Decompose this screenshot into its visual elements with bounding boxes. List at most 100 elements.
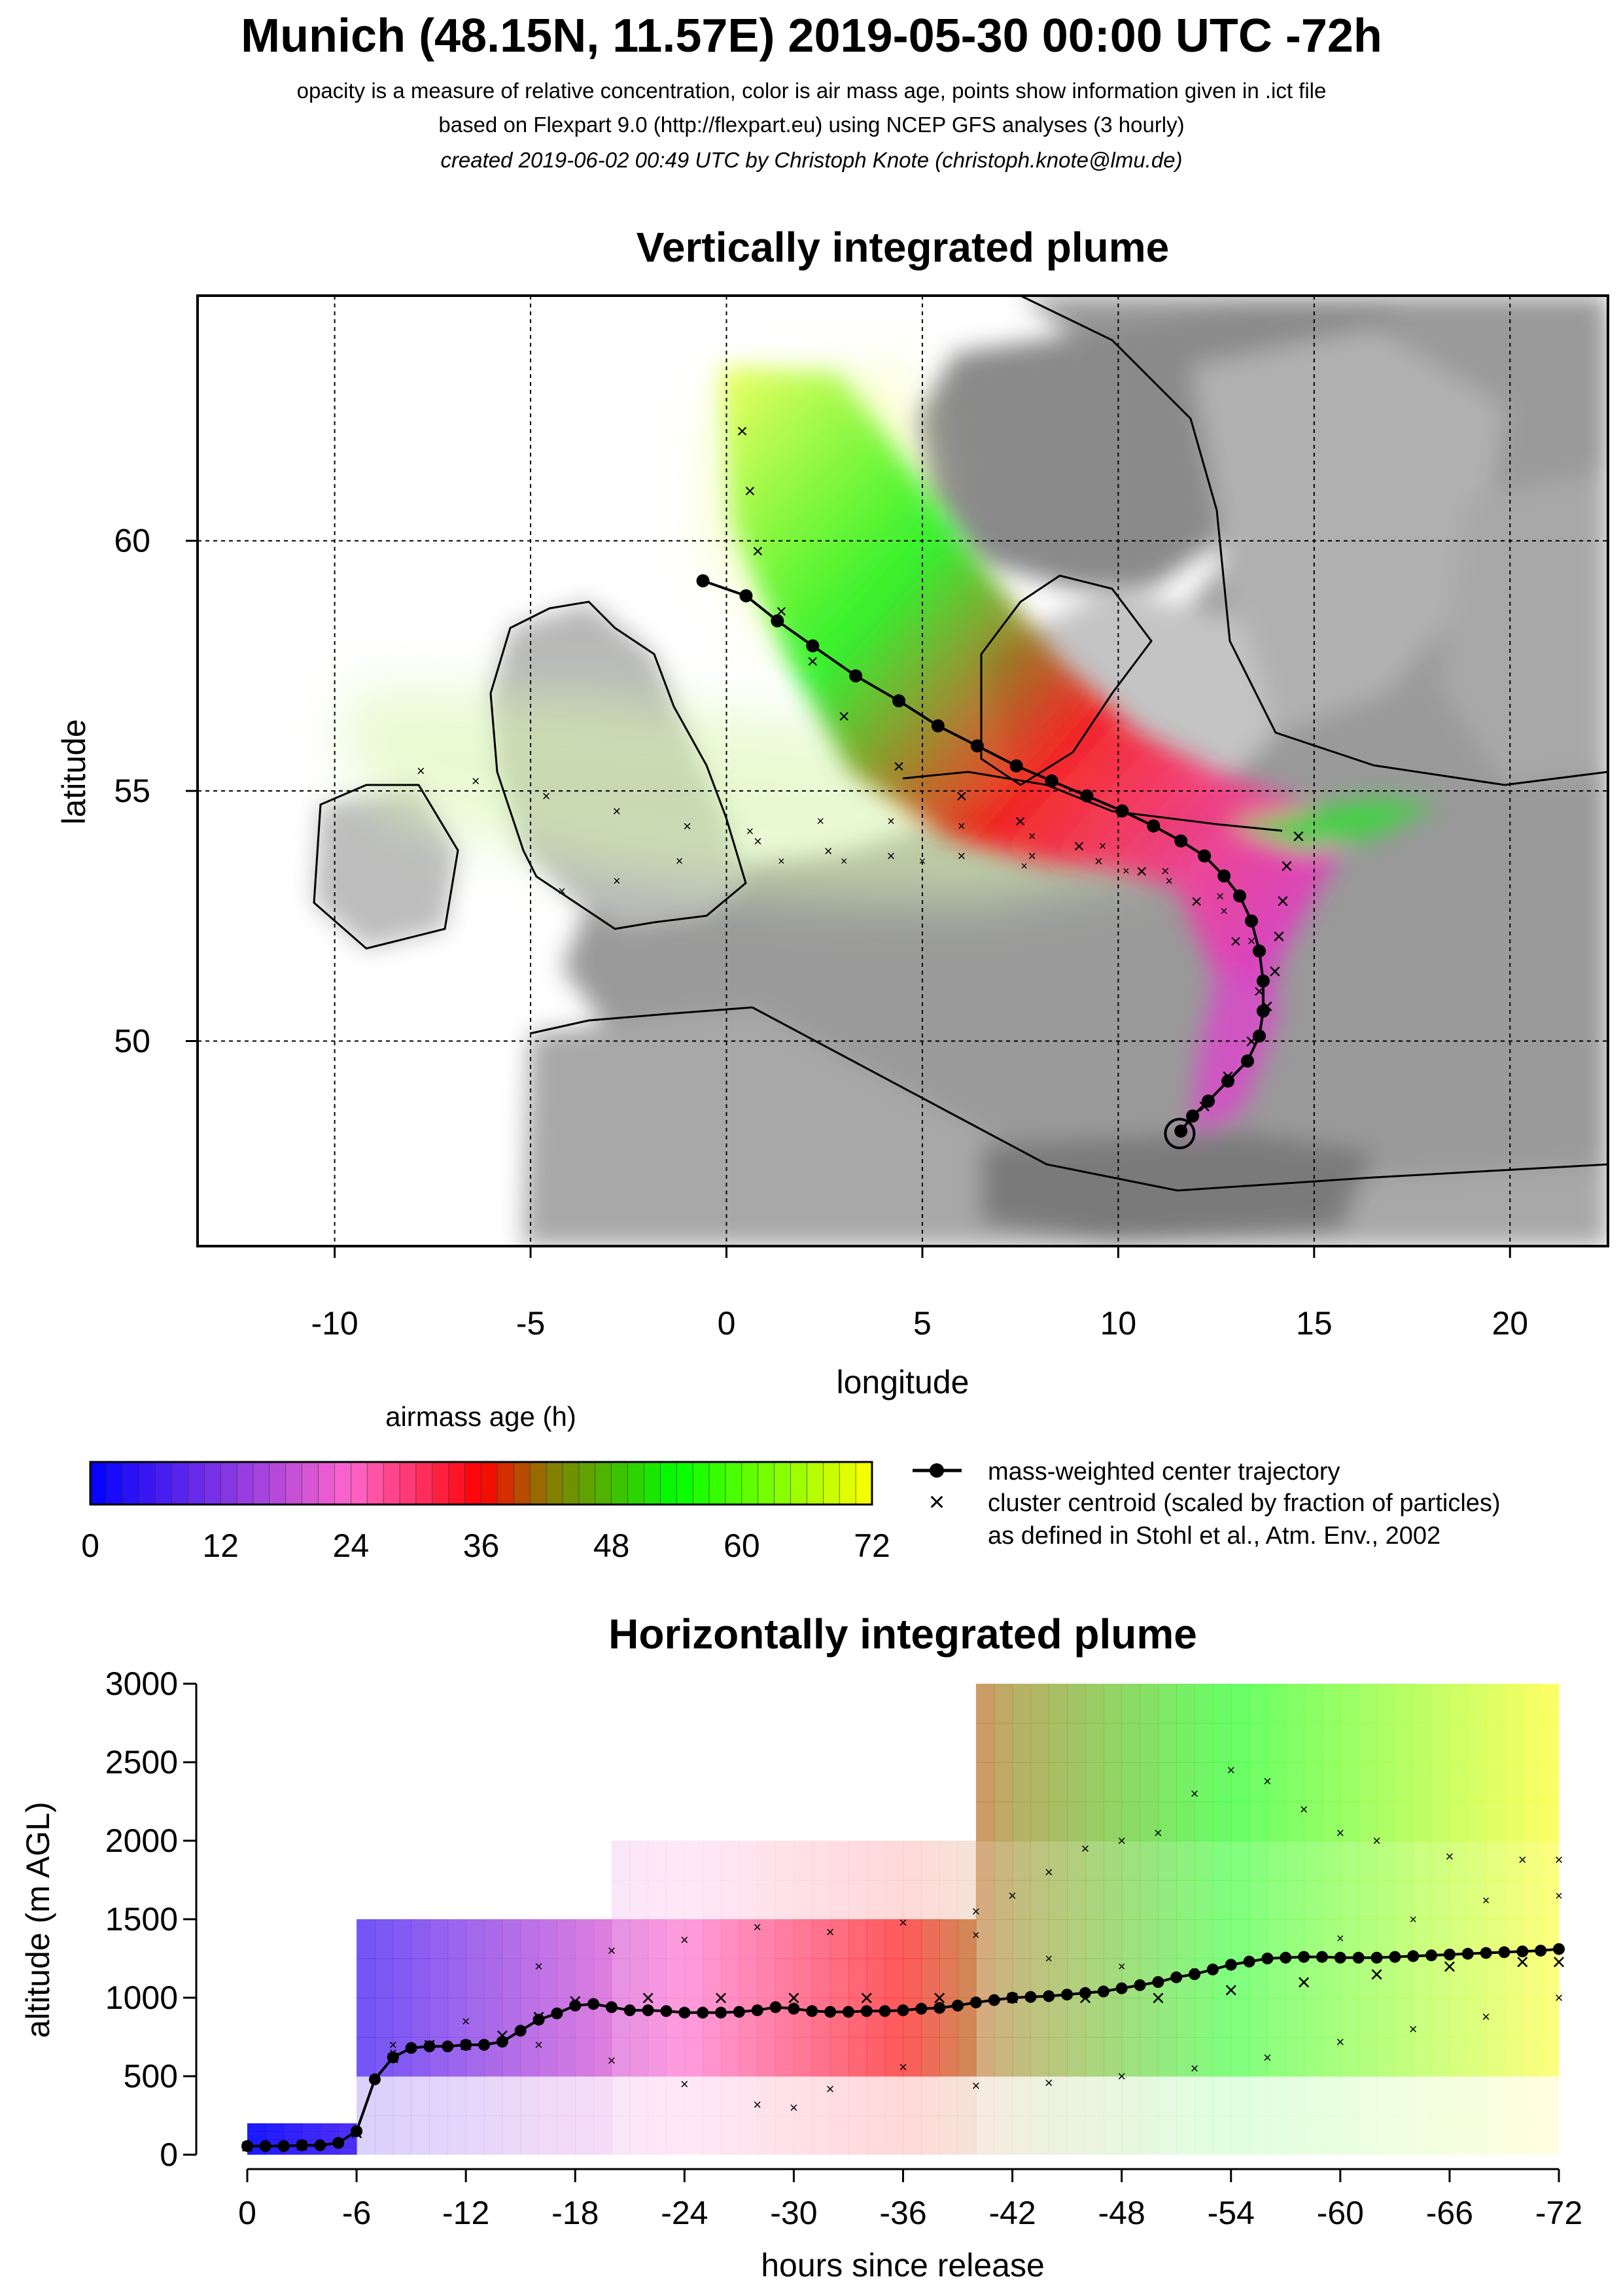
profile-cell bbox=[775, 1841, 794, 1881]
profile-cell bbox=[357, 1919, 375, 1959]
profile-cell bbox=[1395, 1801, 1414, 1841]
colorbar-tick-label: 12 bbox=[202, 1527, 239, 1564]
profile-cluster-mark: × bbox=[534, 2037, 543, 2053]
profile-cluster-mark: × bbox=[1516, 1948, 1529, 1975]
profile-cluster-mark: × bbox=[1263, 1773, 1272, 1790]
profile-cell bbox=[1030, 2115, 1049, 2155]
cluster-centroid-mark: × bbox=[1216, 888, 1225, 904]
profile-cell bbox=[739, 1880, 758, 1920]
profile-cell bbox=[1431, 2115, 1450, 2155]
profile-cell bbox=[1158, 2076, 1177, 2116]
colorbar-step bbox=[529, 1461, 547, 1505]
cluster-centroid-mark: × bbox=[1073, 836, 1085, 858]
profile-cluster-mark: × bbox=[1445, 1849, 1454, 1865]
profile-cell bbox=[1541, 1841, 1560, 1881]
profile-cluster-mark: × bbox=[790, 2100, 798, 2116]
profile-cell bbox=[757, 2076, 777, 2116]
center-trajectory-point bbox=[1115, 804, 1129, 818]
profile-cell bbox=[1158, 1762, 1177, 1802]
profile-cell bbox=[1195, 1762, 1213, 1802]
profile-cell bbox=[884, 2115, 903, 2155]
profile-cell bbox=[1158, 1998, 1177, 2038]
profile-cell bbox=[1395, 1841, 1414, 1881]
profile-trajectory-point bbox=[769, 2001, 782, 2013]
profile-cell bbox=[812, 1841, 831, 1881]
profile-cell bbox=[411, 1958, 430, 1998]
profile-cell bbox=[994, 1684, 1013, 1724]
cluster-centroid-mark: × bbox=[1099, 839, 1107, 854]
profile-trajectory-point bbox=[751, 2004, 763, 2017]
profile-cell bbox=[1486, 1684, 1505, 1724]
profile-cell bbox=[629, 1958, 649, 1998]
profile-cell bbox=[1285, 1684, 1304, 1724]
profile-cell bbox=[975, 1762, 995, 1802]
profile-cluster-mark: × bbox=[826, 2081, 835, 2097]
cluster-centroid-mark: × bbox=[1292, 824, 1305, 849]
profile-cluster-mark: × bbox=[1117, 1833, 1126, 1849]
profile-cell bbox=[939, 1919, 958, 1959]
profile-cell bbox=[1449, 1880, 1469, 1920]
cluster-centroid-mark: × bbox=[778, 854, 785, 867]
profile-cell bbox=[1249, 1841, 1268, 1881]
profile-cell bbox=[1267, 1684, 1286, 1724]
profile-cell bbox=[1504, 1958, 1523, 1998]
center-trajectory-point bbox=[1147, 819, 1161, 833]
colorbar-tick-label: 36 bbox=[463, 1527, 500, 1564]
profile-cluster-mark: × bbox=[899, 2059, 907, 2075]
profile-cell bbox=[1340, 1998, 1359, 2038]
profile-cell bbox=[1522, 1841, 1541, 1881]
profile-cell bbox=[1230, 1762, 1250, 1802]
profile-cluster-mark: × bbox=[608, 2053, 616, 2069]
profile-cluster-mark: × bbox=[295, 2132, 309, 2159]
profile-cell bbox=[1085, 1841, 1104, 1881]
cluster-centroid-mark: × bbox=[1276, 889, 1289, 914]
profile-cluster-mark: × bbox=[933, 1985, 947, 2011]
profile-cell bbox=[1176, 2115, 1195, 2155]
profile-cluster-mark: × bbox=[1409, 1913, 1417, 1927]
profile-cell bbox=[1230, 2037, 1250, 2077]
profile-cell bbox=[866, 1880, 886, 1920]
profile-cell bbox=[1431, 1762, 1450, 1802]
profile-cell bbox=[1249, 2115, 1268, 2155]
cluster-centroid-mark: × bbox=[1174, 1119, 1187, 1144]
cluster-centroid-mark: × bbox=[1028, 829, 1036, 844]
profile-xtick-label: -42 bbox=[988, 2195, 1036, 2231]
profile-cell bbox=[1158, 1880, 1177, 1920]
profile-cell bbox=[1158, 1684, 1177, 1724]
profile-cell bbox=[1304, 1998, 1323, 2038]
colorbar-step bbox=[708, 1461, 726, 1505]
profile-cell bbox=[975, 1880, 995, 1920]
profile-cell bbox=[703, 1841, 722, 1881]
profile-cell bbox=[1176, 1841, 1195, 1881]
profile-trajectory-point bbox=[715, 2006, 727, 2019]
colorbar-step bbox=[318, 1461, 336, 1505]
profile-cell bbox=[447, 1958, 466, 1998]
profile-cluster-mark: × bbox=[608, 1943, 616, 1959]
profile-cell bbox=[1304, 2037, 1323, 2077]
profile-xtick-label: -6 bbox=[342, 2195, 371, 2231]
profile-cell bbox=[1340, 1762, 1359, 1802]
profile-cell bbox=[975, 1841, 995, 1881]
profile-cell bbox=[1486, 1841, 1505, 1881]
profile-cell bbox=[721, 1919, 740, 1959]
profile-cell bbox=[1358, 1841, 1378, 1881]
profile-cell bbox=[975, 1801, 995, 1841]
profile-xtick-label: -12 bbox=[442, 2195, 489, 2231]
profile-cell bbox=[921, 2037, 940, 2077]
profile-cell bbox=[994, 1841, 1013, 1881]
profile-cluster-mark: × bbox=[389, 2037, 397, 2053]
profile-cell bbox=[975, 1684, 995, 1724]
profile-cell bbox=[1103, 1998, 1123, 2038]
profile-ytick-label: 1000 bbox=[105, 1979, 178, 2016]
profile-cell bbox=[739, 1919, 758, 1959]
profile-cell bbox=[1012, 2115, 1031, 2155]
profile-cell bbox=[1358, 1801, 1378, 1841]
profile-trajectory-point bbox=[1043, 1990, 1055, 2002]
profile-cell bbox=[1030, 1880, 1049, 1920]
profile-cell bbox=[1012, 1998, 1031, 2038]
profile-cell bbox=[466, 2076, 485, 2116]
colorbar-step bbox=[203, 1461, 222, 1505]
profile-cell bbox=[1121, 1841, 1141, 1881]
profile-cell bbox=[320, 2123, 339, 2132]
profile-cell bbox=[812, 1998, 831, 2038]
